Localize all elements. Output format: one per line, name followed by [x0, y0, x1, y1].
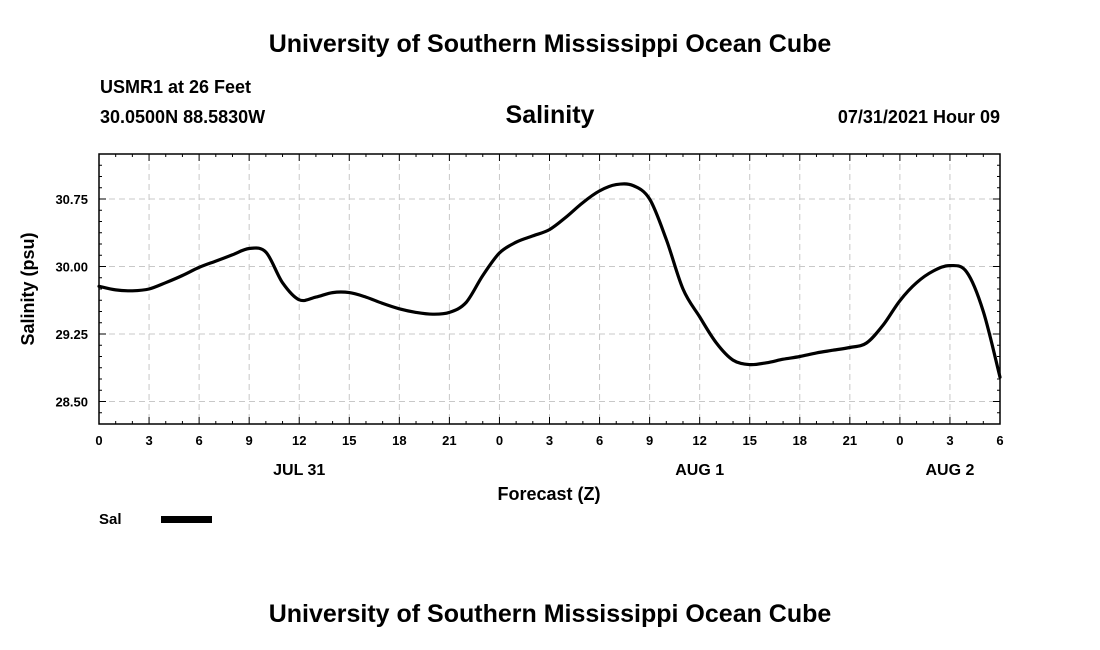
labels-layer: 0 3 6 9 12 15 18 21 0 3 6 9 12 15 18 21 0 3 6 28.50 29.25 30.… [55, 192, 1003, 479]
x-tick-label: 18 [392, 433, 406, 448]
forecast-datetime: 07/31/2021 Hour 09 [837, 107, 1000, 127]
x-tick-label: 6 [195, 433, 202, 448]
x-tick-label: 21 [442, 433, 456, 448]
grid-layer [99, 154, 1000, 424]
series-line-sal [97, 182, 1002, 379]
x-tick-label: 18 [793, 433, 807, 448]
x-tick-label: 6 [596, 433, 603, 448]
x-tick-label: 3 [946, 433, 953, 448]
date-label: JUL 31 [273, 462, 325, 479]
x-tick-label: 15 [742, 433, 756, 448]
x-tick-label: 0 [496, 433, 503, 448]
y-axis-label: Salinity (psu) [18, 232, 38, 345]
footer-title: University of Southern Mississippi Ocean… [268, 600, 832, 628]
x-tick-label: 21 [843, 433, 857, 448]
chart-title: Salinity [505, 101, 595, 129]
x-tick-label: 3 [546, 433, 553, 448]
x-tick-label: 15 [342, 433, 356, 448]
x-tick-label: 0 [95, 433, 102, 448]
legend-swatch-sal [161, 516, 212, 523]
x-tick-label: 3 [145, 433, 152, 448]
y-tick-label: 29.25 [55, 327, 88, 342]
y-tick-label: 30.75 [55, 192, 88, 207]
page-title: University of Southern Mississippi Ocean… [268, 30, 832, 58]
y-tick-label: 28.50 [55, 395, 88, 410]
date-label: AUG 2 [925, 462, 974, 479]
x-tick-label: 12 [292, 433, 306, 448]
x-axis-label: Forecast (Z) [497, 484, 600, 504]
x-tick-label: 0 [896, 433, 903, 448]
y-tick-label: 30.00 [55, 260, 88, 275]
x-tick-label: 9 [246, 433, 253, 448]
station-label: USMR1 at 26 Feet [100, 77, 252, 97]
x-tick-label: 12 [692, 433, 706, 448]
x-tick-label: 9 [646, 433, 653, 448]
ticks-layer [98, 153, 1001, 425]
coordinates-label: 30.0500N 88.5830W [100, 107, 266, 127]
x-tick-label: 6 [996, 433, 1003, 448]
date-label: AUG 1 [675, 462, 724, 479]
legend-label-sal: Sal [99, 511, 122, 528]
